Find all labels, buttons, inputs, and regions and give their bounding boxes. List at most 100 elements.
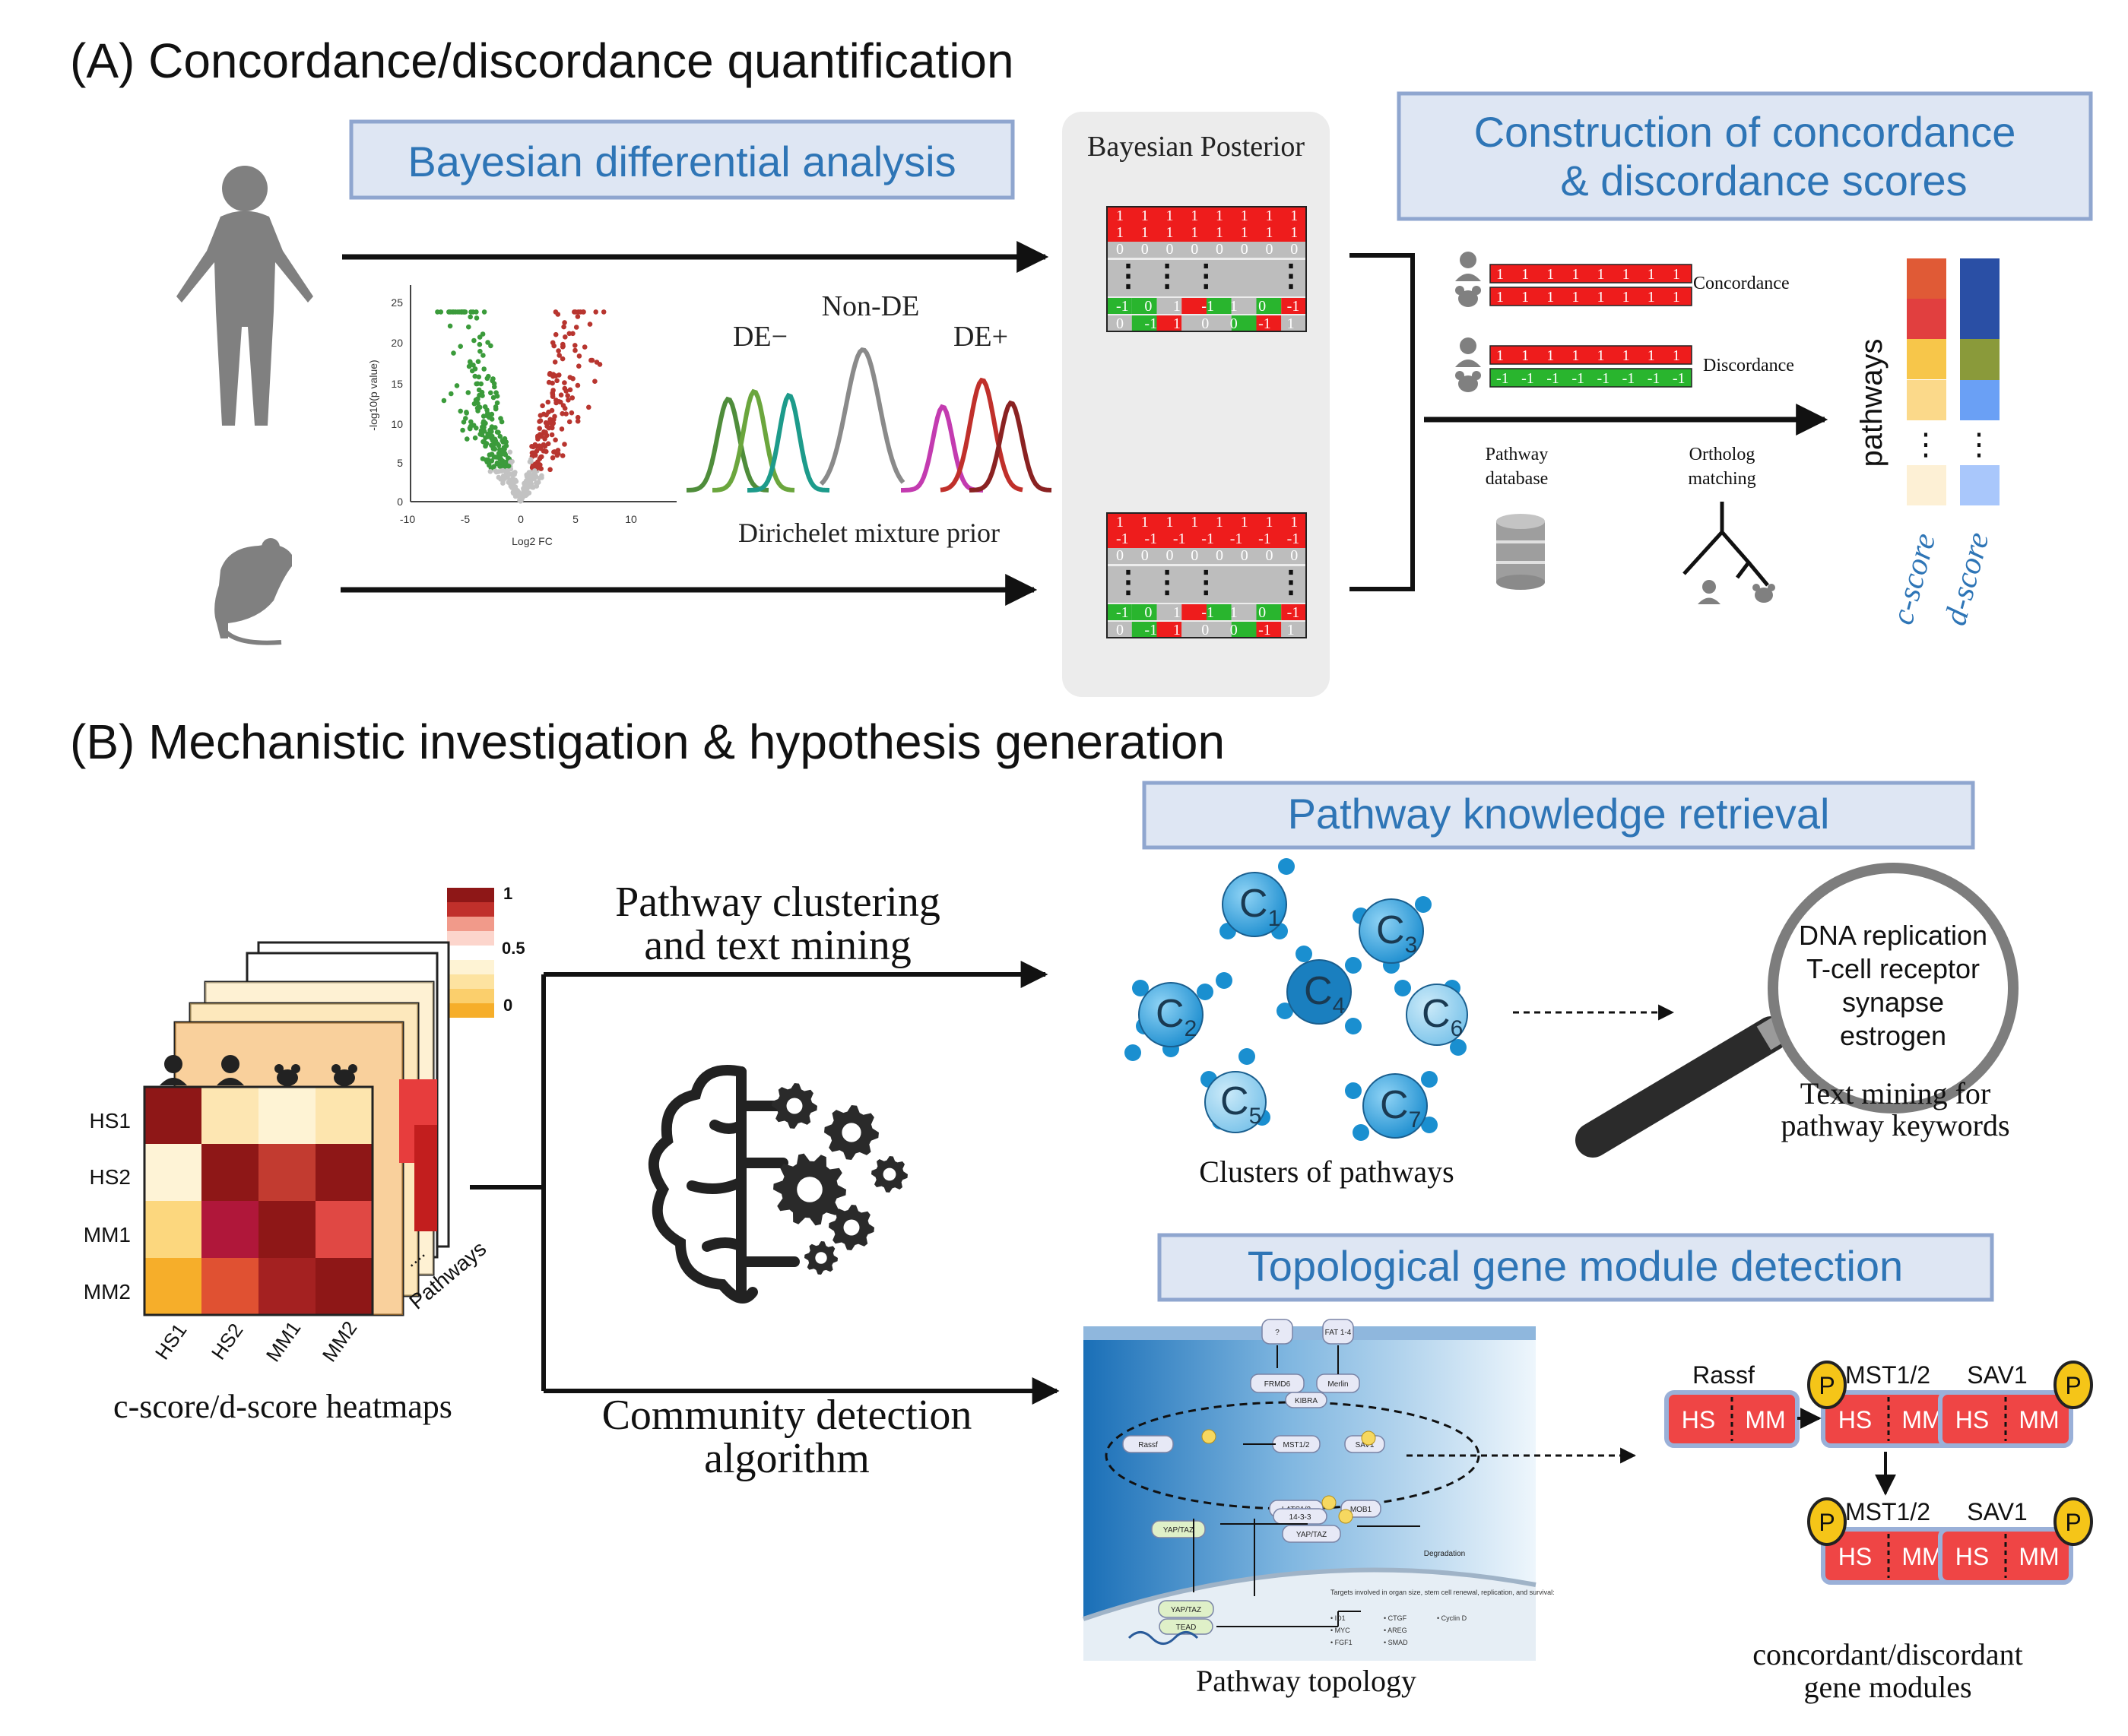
- phosphate-label: P: [1819, 1509, 1835, 1536]
- gene-module-title: SAV1: [1967, 1498, 2027, 1525]
- pathway-db-line2: database: [1486, 469, 1549, 489]
- gene-module-hs: HS: [1838, 1406, 1872, 1433]
- topology-caption: Pathway topology: [1196, 1664, 1416, 1698]
- topology-box-label: Topological gene module detection: [1248, 1242, 1903, 1290]
- volcano-point: [486, 373, 491, 379]
- volcano-point: [540, 403, 545, 409]
- clustering-line2: and text mining: [644, 922, 912, 969]
- score-row-value: 1: [1648, 289, 1655, 306]
- cscore-cell-2: [1907, 339, 1946, 379]
- text-mining-line2: pathway keywords: [1781, 1108, 2009, 1142]
- phosphate-icon: [1807, 1497, 1847, 1546]
- gene-module-mm: MM: [1745, 1406, 1785, 1433]
- volcano-point: [474, 405, 480, 411]
- matrix-value: -1: [1144, 315, 1157, 332]
- matrix-value: 1: [1241, 224, 1248, 241]
- matrix-value: 1: [1191, 514, 1198, 531]
- matrix-cell: [1107, 298, 1132, 314]
- volcano-point: [480, 353, 486, 358]
- volcano-xtick-1: -5: [461, 513, 471, 525]
- matrix-value: 1: [1287, 315, 1295, 332]
- heatmap-legend: [447, 888, 494, 1018]
- gene-module-hs: HS: [1955, 1543, 1989, 1570]
- matrix-dots-right: ⋮: [1276, 565, 1306, 599]
- topology-phospho-icon: [1201, 1429, 1216, 1444]
- volcano-point: [477, 341, 483, 347]
- gear-icons: [772, 1083, 908, 1275]
- volcano-point: [497, 433, 503, 439]
- topology-targets-title: Targets involved in organ size, stem cel…: [1330, 1589, 1555, 1596]
- concordance-label: Concordance: [1693, 274, 1790, 293]
- phosphate-icon: [2053, 1497, 2093, 1546]
- volcano-point: [497, 447, 503, 452]
- volcano-point: [465, 436, 470, 442]
- clusters-caption: Clusters of pathways: [1199, 1155, 1454, 1189]
- matrix-value: 1: [1141, 514, 1149, 531]
- matrix-cell: [1207, 298, 1232, 314]
- mixture-curve-6: [969, 400, 1052, 493]
- matrix-value: 0: [1166, 547, 1174, 564]
- gene-module-title: MST1/2: [1845, 1498, 1930, 1525]
- volcano-point: [575, 314, 581, 319]
- posterior-bottom-matrix: 1 1 1 1 1 1 1 1-1 -1 -1 -1 -1 -1 -10 0 0 0 0 0 0 0-1 0 1 -1 1 0 -1…: [1106, 512, 1307, 638]
- dscore-dots: ⋮: [1964, 428, 1994, 461]
- volcano-point: [509, 478, 515, 484]
- volcano-point: [483, 435, 488, 441]
- matrix-value: 1: [1230, 298, 1238, 315]
- matrix-value: 0: [1230, 622, 1238, 638]
- volcano-point: [550, 455, 556, 461]
- cscore-dots: ⋮: [1911, 428, 1941, 461]
- pathway-dot: [1421, 1117, 1438, 1133]
- pathway-dot: [1353, 1124, 1369, 1141]
- database-icon: [1496, 514, 1545, 590]
- matrix-value: 0: [1266, 547, 1273, 564]
- dscore-column: [1960, 258, 2000, 505]
- matrix-value: -1: [1287, 298, 1300, 315]
- cluster-label-1: C1: [1239, 882, 1280, 931]
- volcano-point: [480, 331, 486, 337]
- volcano-point: [484, 413, 490, 419]
- matrix-value: 0: [1290, 241, 1298, 258]
- matrix-cell: [1281, 298, 1306, 314]
- matrix-value: 1: [1166, 224, 1174, 241]
- cluster-bubble-7: [1362, 1073, 1428, 1139]
- heatmap-cell: [144, 1087, 201, 1144]
- volcano-point: [535, 463, 541, 468]
- panel-b-branch-lines: [470, 974, 546, 1391]
- volcano-point: [541, 411, 547, 417]
- human-icon: [176, 166, 313, 426]
- volcano-point: [466, 324, 471, 330]
- matrix-dots-left: ⋮ ⋮ ⋮: [1113, 565, 1221, 599]
- panel-b-heading: (B) Mechanistic investigation & hypothes…: [70, 714, 1225, 769]
- score-row-value: 1: [1496, 347, 1504, 364]
- topology-node-label-3: Rassf: [1138, 1441, 1158, 1449]
- heatmap-cell: [201, 1087, 258, 1144]
- volcano-point: [498, 468, 504, 474]
- gene-module-box: MST1/2 HS MM P: [1807, 1361, 1956, 1448]
- small-mouse-icon: [1455, 286, 1481, 392]
- matrix-value: 0: [1141, 241, 1149, 258]
- topology-target-4: • AREG: [1384, 1627, 1407, 1634]
- volcano-point: [557, 353, 562, 358]
- matrix-value: 0: [1241, 547, 1248, 564]
- matrix-cell: [1156, 315, 1182, 331]
- heatmap-cell: [144, 1144, 201, 1201]
- volcano-point: [506, 463, 512, 469]
- volcano-point: [489, 458, 495, 464]
- volcano-point: [464, 410, 469, 415]
- topology-node-2: [1285, 1392, 1327, 1408]
- cluster-label-3: C3: [1376, 908, 1417, 958]
- volcano-point: [470, 309, 476, 315]
- volcano-point: [479, 432, 485, 438]
- volcano-point: [537, 419, 542, 424]
- volcano-point: [549, 407, 555, 413]
- volcano-point: [475, 359, 481, 365]
- volcano-point: [463, 416, 468, 421]
- volcano-point: [449, 391, 454, 397]
- knowledge-box-label: Pathway knowledge retrieval: [1288, 790, 1830, 838]
- volcano-ytick-4: 20: [391, 337, 403, 349]
- matrix-cell: [1107, 315, 1132, 331]
- topology-node-label-5: SAV1: [1356, 1441, 1375, 1449]
- gene-module-title: MST1/2: [1845, 1361, 1930, 1389]
